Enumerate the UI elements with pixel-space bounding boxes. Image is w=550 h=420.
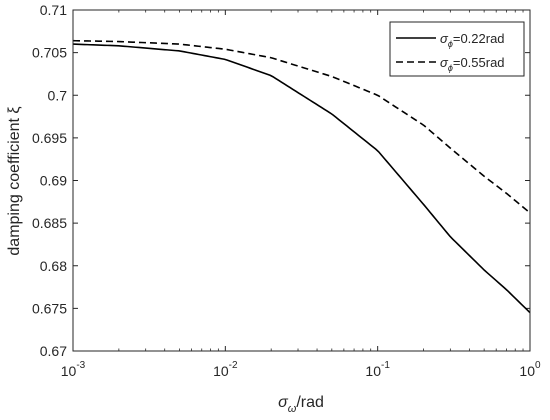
y-tick-label: 0.71 — [40, 2, 67, 18]
x-tick-label-base: 10 — [213, 363, 229, 379]
x-axis-ticks: 10-3 10-2 10-1 100 — [61, 10, 541, 379]
x-tick-label-exponent: -2 — [229, 360, 238, 371]
x-tick-label-exponent: 0 — [535, 360, 541, 371]
x-tick-label: 10-2 — [213, 360, 238, 379]
y-axis-label: damping coefficient ξ — [6, 106, 23, 255]
x-tick-label-exponent: -3 — [76, 360, 85, 371]
data-series — [72, 39, 531, 314]
y-axis-ticks: 0.67 0.675 0.68 0.685 0.69 0.695 0.7 0.705 0.71 — [32, 2, 530, 359]
legend-entry-2: σϕ=0.55rad — [440, 55, 505, 73]
y-tick-label: 0.68 — [40, 258, 67, 274]
legend: σϕ=0.22rad σϕ=0.55rad — [389, 21, 525, 77]
y-tick-label: 0.705 — [32, 45, 67, 61]
plot-frame — [72, 9, 531, 352]
y-tick-label: 0.67 — [40, 343, 67, 359]
x-tick-label-base: 10 — [365, 363, 381, 379]
y-tick-label: 0.7 — [48, 87, 68, 103]
x-axis-label-subscript: ω — [288, 403, 297, 415]
x-tick-label: 10-3 — [61, 360, 86, 379]
legend-entry-1: σϕ=0.22rad — [440, 31, 505, 49]
legend-entry-1-symbol: σ — [440, 31, 449, 46]
series-line-sigma-phi-022 — [72, 43, 531, 314]
x-tick-label: 10-1 — [365, 360, 390, 379]
legend-entry-2-subscript: ϕ — [448, 63, 453, 73]
y-tick-label: 0.69 — [40, 173, 67, 189]
x-tick-label-base: 10 — [61, 363, 77, 379]
legend-entry-2-value: =0.55rad — [453, 55, 505, 70]
y-tick-label: 0.685 — [32, 215, 67, 231]
y-tick-label: 0.675 — [32, 300, 67, 316]
x-tick-label-exponent: -1 — [381, 360, 390, 371]
series-line-sigma-phi-055 — [72, 39, 531, 214]
legend-entry-2-symbol: σ — [440, 55, 449, 70]
x-axis-label-symbol: σ — [278, 394, 289, 411]
y-tick-label: 0.695 — [32, 130, 67, 146]
x-tick-label: 100 — [519, 360, 541, 379]
x-tick-label-base: 10 — [519, 363, 535, 379]
x-axis-label: σω/rad — [278, 394, 324, 415]
legend-box — [389, 21, 525, 77]
legend-entry-1-value: =0.22rad — [453, 31, 505, 46]
x-axis-label-unit: /rad — [296, 394, 324, 411]
legend-entry-1-subscript: ϕ — [448, 39, 453, 49]
